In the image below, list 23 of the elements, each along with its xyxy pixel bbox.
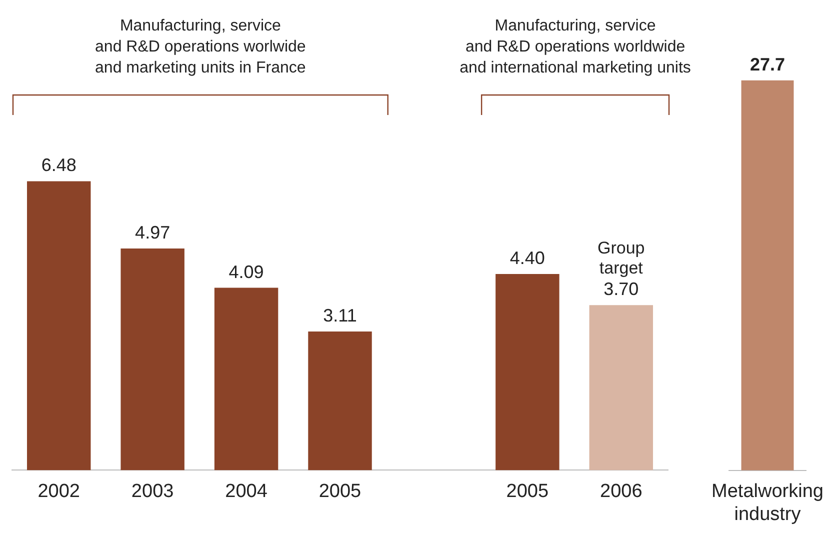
data-label: 4.97	[135, 222, 170, 243]
text: Manufacturing, service and R&D operations worlwide and marketing units in France	[95, 17, 306, 76]
data-label: 4.09	[228, 262, 264, 282]
data-label: 6.48	[41, 155, 76, 176]
data-label: 27.7	[750, 54, 786, 74]
data-label: 3.70	[604, 279, 639, 300]
x-tick-label: 2002	[38, 480, 80, 502]
text: Manufacturing, service and R&D operations worldwide and international marketing units	[460, 17, 691, 76]
bar	[589, 305, 654, 470]
bar	[214, 288, 278, 470]
bar	[308, 331, 372, 470]
bar	[26, 181, 91, 470]
x-tick-label: 2006	[600, 480, 642, 502]
bar	[120, 248, 184, 470]
data-label: 4.40	[510, 248, 545, 268]
x-tick-label: 2005	[318, 480, 362, 502]
annotation: Group target	[598, 238, 645, 278]
x-tick-label: 2004	[225, 480, 268, 502]
x-tick-label: 2005	[506, 480, 549, 502]
data-label: 3.11	[323, 305, 357, 326]
x-tick-label: 2003	[131, 480, 174, 502]
bar	[496, 274, 560, 470]
x-tick-label: Metalworking industry	[712, 481, 824, 525]
